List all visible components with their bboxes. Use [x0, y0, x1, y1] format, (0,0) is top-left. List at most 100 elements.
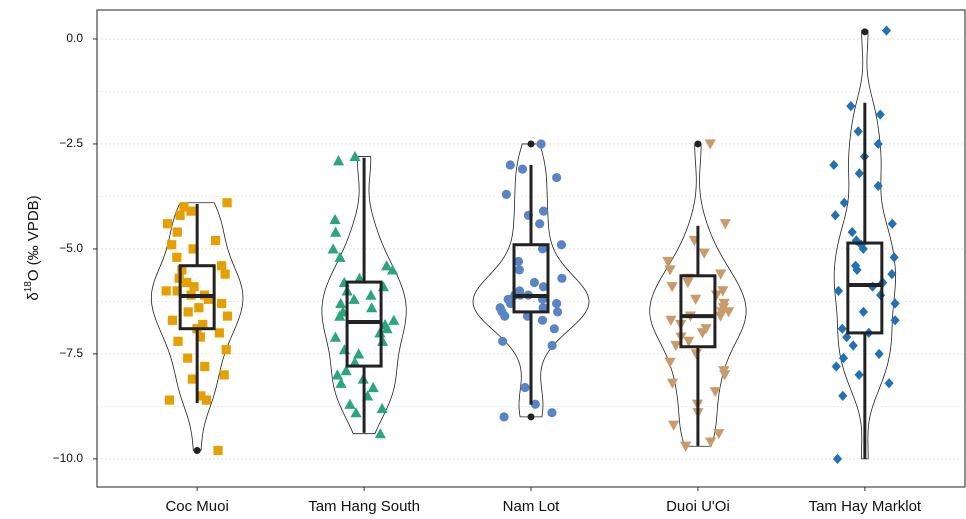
point [222, 311, 233, 321]
point [349, 356, 361, 367]
point [335, 377, 347, 388]
point [162, 219, 173, 229]
point [704, 139, 716, 150]
point [183, 307, 193, 317]
x-tick-label: Coc Muoi [165, 498, 228, 515]
point [719, 370, 731, 381]
point [500, 311, 510, 321]
point [334, 310, 346, 321]
point [535, 219, 545, 229]
point [537, 315, 548, 325]
point [831, 361, 841, 372]
point [889, 252, 899, 263]
point [829, 159, 839, 171]
point [214, 328, 224, 338]
point [167, 240, 177, 250]
point [353, 272, 366, 283]
point [380, 260, 393, 271]
point [682, 277, 694, 289]
point [329, 331, 342, 342]
point [690, 294, 702, 305]
point [858, 243, 868, 255]
point [839, 197, 849, 208]
box [679, 274, 717, 349]
point [173, 336, 183, 346]
point [552, 172, 562, 183]
point [177, 265, 187, 275]
point [664, 357, 676, 368]
point [666, 378, 679, 389]
point [557, 273, 567, 283]
point [832, 453, 843, 464]
point [220, 269, 230, 279]
point [713, 429, 725, 440]
point [381, 323, 393, 334]
point [690, 349, 702, 360]
point [365, 289, 377, 300]
point [887, 269, 897, 280]
point [517, 164, 528, 174]
point [670, 340, 682, 352]
point [680, 441, 692, 452]
point [164, 395, 175, 405]
point [709, 387, 721, 398]
point [330, 226, 342, 237]
outlier [527, 413, 535, 421]
point [187, 374, 198, 384]
y-label-part: O (‰ VPDB) [25, 195, 42, 281]
point [887, 218, 897, 229]
point [838, 390, 848, 401]
point [714, 311, 727, 322]
box [846, 241, 884, 335]
point [698, 248, 710, 259]
point [327, 243, 339, 254]
point [662, 256, 674, 268]
point [875, 109, 885, 120]
point [335, 297, 347, 309]
point [881, 25, 892, 36]
point [513, 256, 524, 267]
outlier [527, 140, 535, 148]
point [501, 189, 511, 199]
point [890, 298, 900, 309]
point [838, 352, 849, 364]
y-tick-label: −10.0 [53, 451, 84, 465]
point [837, 323, 847, 334]
point [329, 213, 341, 225]
x-tick-label: Nam Lot [503, 498, 561, 515]
point [388, 314, 400, 325]
point [852, 264, 862, 276]
point [719, 219, 731, 230]
point [705, 437, 717, 448]
point [549, 324, 559, 334]
point [344, 398, 356, 409]
point [850, 260, 861, 271]
point [189, 282, 199, 292]
point [196, 391, 206, 401]
point [842, 331, 852, 343]
point [833, 285, 844, 297]
y-tick-label: −5.0 [59, 241, 83, 255]
x-tick-label: Tam Hang South [308, 498, 420, 515]
point [182, 277, 192, 288]
point [200, 361, 210, 372]
x-tick-label: Duoi U'Oi [666, 498, 730, 515]
point [172, 252, 182, 262]
point [194, 303, 204, 313]
point [172, 227, 182, 237]
point [203, 294, 213, 304]
point [201, 395, 211, 405]
point [367, 381, 379, 393]
point [353, 348, 365, 359]
point [715, 269, 727, 280]
point [186, 206, 196, 216]
point [520, 382, 530, 393]
point [853, 126, 863, 137]
point [529, 277, 539, 288]
point [331, 369, 344, 380]
point [556, 240, 567, 250]
point [666, 282, 678, 293]
point [830, 210, 840, 221]
point [374, 428, 386, 439]
